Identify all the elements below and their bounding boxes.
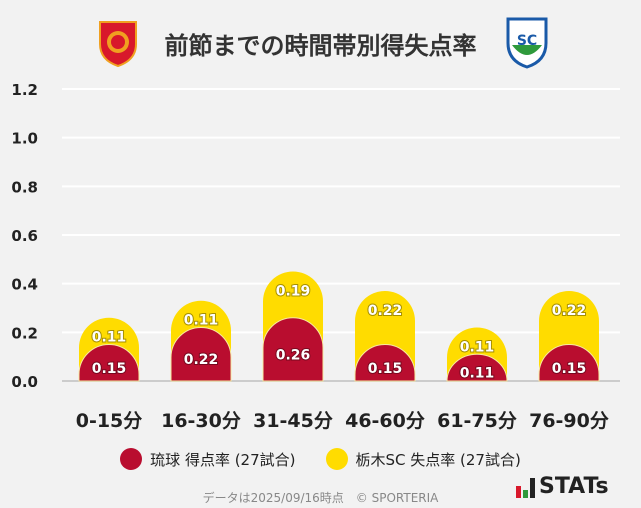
- bar-segment-ryukyu: [354, 344, 416, 382]
- data-label-tochigi: 0.19: [276, 284, 311, 300]
- legend-swatch-tochigi: [325, 448, 348, 470]
- bar-segment-ryukyu: [446, 353, 508, 382]
- tochigi-crest-icon: SC: [506, 17, 548, 69]
- stacked-bar-chart: 0.0 0.2 0.4 0.6 0.8 1.0 1.2 0.15 0.11 0-15分 0.22 0.…: [11, 81, 620, 432]
- x-tick-label: 76-90分: [529, 410, 609, 432]
- y-tick-label: 0.0: [11, 373, 38, 391]
- bar-segment-ryukyu: [538, 344, 600, 382]
- legend-label: 琉球 得点率 (27試合): [150, 450, 296, 469]
- ryukyu-crest-icon: [99, 21, 137, 68]
- legend: 琉球 得点率 (27試合) 栃木SC 失点率 (27試合): [0, 448, 641, 470]
- data-label-tochigi: 0.11: [92, 330, 127, 346]
- y-tick-label: 0.2: [11, 324, 38, 342]
- stats-bars-icon: [516, 478, 535, 498]
- data-label-tochigi: 0.22: [368, 303, 403, 319]
- data-label-tochigi: 0.11: [460, 339, 495, 355]
- legend-item-ryukyu: 琉球 得点率 (27試合): [120, 448, 296, 470]
- data-label-ryukyu: 0.15: [368, 361, 403, 377]
- bar-segment-ryukyu: [78, 344, 140, 382]
- legend-item-tochigi: 栃木SC 失点率 (27試合): [325, 448, 521, 470]
- legend-label: 栃木SC 失点率 (27試合): [355, 450, 521, 469]
- x-tick-label: 0-15分: [76, 410, 143, 432]
- x-tick-label: 61-75分: [437, 410, 517, 432]
- x-tick-label: 31-45分: [253, 410, 333, 432]
- y-tick-label: 0.8: [11, 178, 38, 196]
- footer-note: データは2025/09/16時点 © SPORTERIA: [202, 491, 439, 505]
- data-label-ryukyu: 0.26: [276, 347, 311, 363]
- data-label-tochigi: 0.11: [184, 313, 219, 329]
- data-label-ryukyu: 0.22: [184, 352, 219, 368]
- x-tick-label: 16-30分: [161, 410, 241, 432]
- x-tick-label: 46-60分: [345, 410, 425, 432]
- y-tick-label: 1.0: [11, 130, 38, 148]
- y-tick-label: 0.4: [11, 276, 38, 294]
- data-label-tochigi: 0.22: [552, 303, 587, 319]
- y-tick-label: 0.6: [11, 227, 38, 245]
- data-label-ryukyu: 0.15: [552, 361, 587, 377]
- chart-title: 前節までの時間帯別得失点率: [164, 32, 477, 60]
- svg-text:SC: SC: [517, 33, 537, 49]
- legend-swatch-ryukyu: [120, 448, 143, 470]
- stats-logo: STATs: [516, 476, 609, 498]
- stats-brand: STATs: [539, 474, 609, 499]
- data-label-ryukyu: 0.15: [92, 361, 127, 377]
- bar-segment-ryukyu: [170, 327, 232, 382]
- bar-segment-ryukyu: [262, 317, 324, 382]
- data-label-ryukyu: 0.11: [460, 366, 495, 382]
- y-tick-label: 1.2: [11, 81, 38, 99]
